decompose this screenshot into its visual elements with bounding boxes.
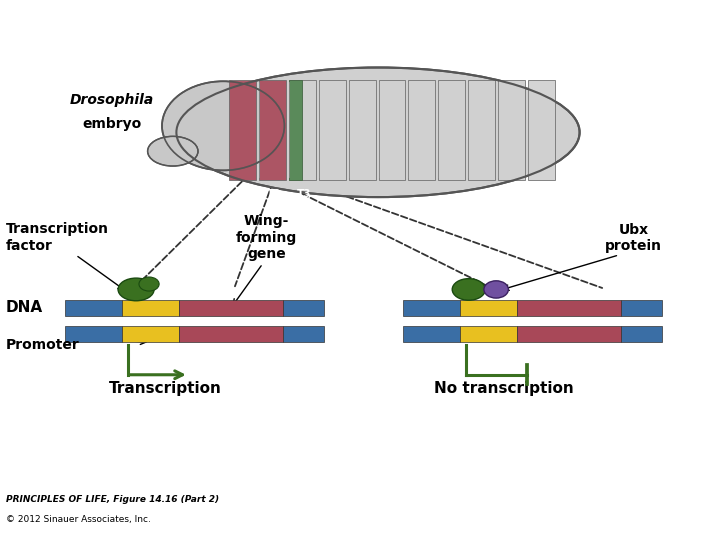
Text: Transcription
factor: Transcription factor bbox=[6, 222, 109, 253]
Bar bbox=[289, 79, 302, 179]
Text: Transcription: Transcription bbox=[109, 381, 222, 396]
Ellipse shape bbox=[176, 68, 580, 197]
Text: Wing-
forming
gene: Wing- forming gene bbox=[235, 214, 297, 261]
Bar bbox=[438, 79, 465, 179]
Bar bbox=[498, 79, 525, 179]
Bar bbox=[517, 326, 621, 342]
Bar bbox=[621, 326, 662, 342]
Ellipse shape bbox=[148, 136, 198, 166]
Bar bbox=[379, 79, 405, 179]
Bar bbox=[348, 79, 376, 179]
Text: DNA: DNA bbox=[6, 300, 43, 315]
Bar bbox=[259, 79, 286, 179]
Ellipse shape bbox=[118, 278, 154, 301]
Bar bbox=[528, 79, 555, 179]
Bar bbox=[460, 300, 517, 316]
Ellipse shape bbox=[139, 277, 159, 291]
Text: T3: T3 bbox=[297, 189, 311, 199]
Text: T2: T2 bbox=[266, 189, 281, 199]
Bar bbox=[517, 300, 621, 316]
Bar bbox=[289, 79, 315, 179]
Bar bbox=[229, 79, 256, 179]
Bar bbox=[282, 300, 324, 316]
Bar bbox=[122, 326, 179, 342]
Bar bbox=[282, 326, 324, 342]
Text: © 2012 Sinauer Associates, Inc.: © 2012 Sinauer Associates, Inc. bbox=[6, 515, 150, 524]
Text: PRINCIPLES OF LIFE, Figure 14.16 (Part 2): PRINCIPLES OF LIFE, Figure 14.16 (Part 2… bbox=[6, 495, 219, 504]
Text: No transcription: No transcription bbox=[434, 381, 574, 396]
Text: T1: T1 bbox=[237, 189, 251, 199]
Bar bbox=[468, 79, 495, 179]
Bar bbox=[403, 300, 460, 316]
Bar bbox=[319, 79, 346, 179]
Text: Promoter: Promoter bbox=[6, 338, 79, 352]
Bar bbox=[408, 79, 436, 179]
Bar bbox=[65, 300, 122, 316]
Ellipse shape bbox=[162, 81, 284, 171]
Bar bbox=[122, 300, 179, 316]
Text: embryo: embryo bbox=[82, 117, 141, 131]
Bar bbox=[460, 326, 517, 342]
Bar bbox=[65, 326, 122, 342]
Text: Drosophila: Drosophila bbox=[69, 93, 154, 107]
Bar bbox=[403, 326, 460, 342]
Text: Ubx
protein: Ubx protein bbox=[605, 222, 662, 253]
Bar bbox=[179, 326, 282, 342]
Ellipse shape bbox=[484, 281, 508, 298]
Bar bbox=[621, 300, 662, 316]
Bar bbox=[179, 300, 282, 316]
Ellipse shape bbox=[452, 279, 485, 300]
Text: Figure 14.16  Segments Differentiate under Control of Genetic Switches (Part 2): Figure 14.16 Segments Differentiate unde… bbox=[6, 11, 560, 24]
